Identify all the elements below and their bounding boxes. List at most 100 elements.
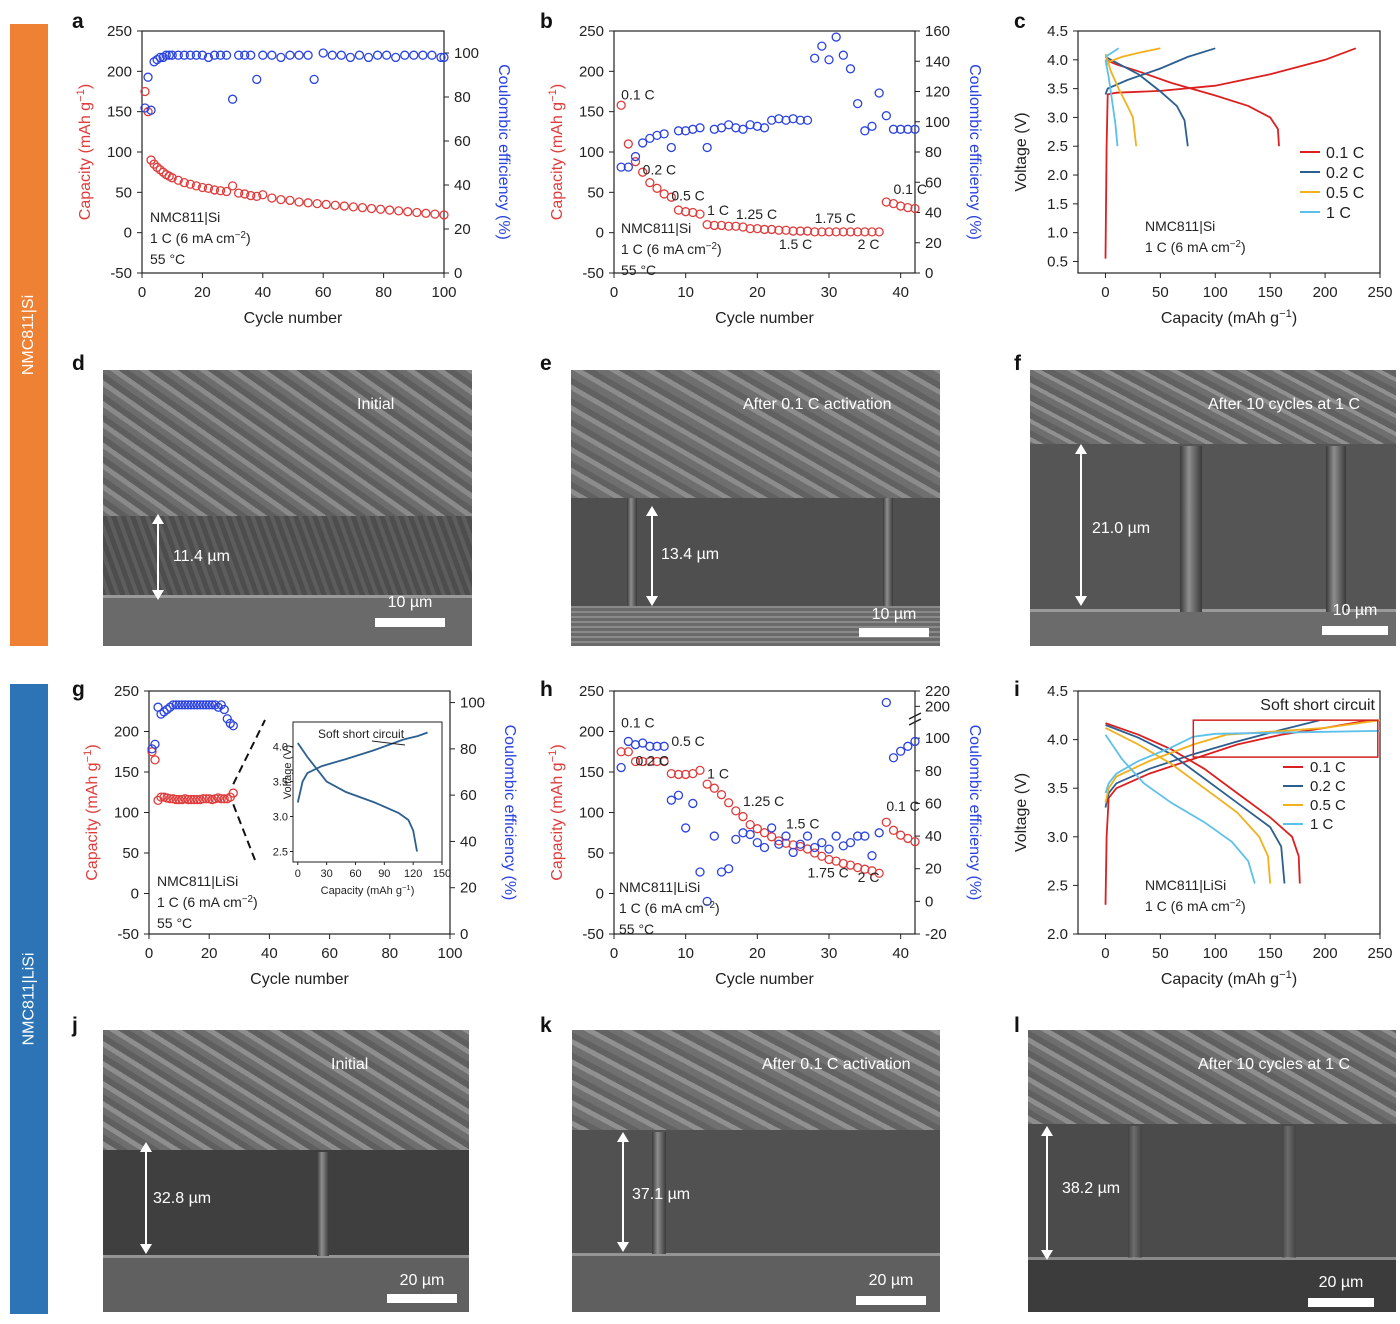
capacity-point xyxy=(276,194,286,205)
capacity-point xyxy=(285,195,295,206)
x-axis-title: Cycle number xyxy=(715,310,814,327)
x-tick-label: 80 xyxy=(381,945,398,962)
x-tick-label: 200 xyxy=(1313,945,1338,962)
y2-axis-title: Coulombic efficiency (%) xyxy=(501,725,518,901)
capacity-point xyxy=(767,832,777,842)
x-tick-label: 150 xyxy=(1258,945,1283,962)
y-tick-label: 250 xyxy=(579,683,604,700)
crack xyxy=(1180,446,1202,612)
y2-tick-label: 0 xyxy=(460,926,468,943)
inset-y-tick-label: 3.5 xyxy=(273,777,288,789)
capacity-point xyxy=(652,756,662,767)
x-tick-label: 0 xyxy=(610,945,618,962)
capacity-point xyxy=(731,806,741,816)
capacity-point xyxy=(216,794,226,804)
x-tick-label: 50 xyxy=(1152,284,1169,301)
panel-label-k: k xyxy=(540,1014,552,1037)
capacity-point xyxy=(375,204,386,214)
scale-bar xyxy=(1308,1298,1374,1307)
y-tick-label: 100 xyxy=(579,805,604,822)
plot-frame xyxy=(1077,690,1381,935)
capacity-point xyxy=(738,811,748,822)
ce-point xyxy=(227,94,238,104)
annotation-text: 55 °C xyxy=(621,262,656,278)
annotation-text: NMC811|Si xyxy=(150,209,220,225)
ce-point xyxy=(215,50,226,60)
ce-point xyxy=(427,50,437,60)
y2-tick-label: 80 xyxy=(925,763,942,780)
ce-point xyxy=(903,741,913,751)
ce-point xyxy=(817,41,827,51)
capacity-point xyxy=(788,226,798,236)
ce-point xyxy=(221,50,232,60)
capacity-point xyxy=(638,756,648,767)
discharge-curve xyxy=(1105,724,1286,884)
capacity-point xyxy=(179,178,189,188)
ce-point xyxy=(910,124,920,134)
y-tick-label: 0 xyxy=(124,225,132,242)
capacity-point xyxy=(171,794,181,805)
plot-frame xyxy=(613,690,916,935)
capacity-point xyxy=(439,210,449,220)
y2-tick-label: 60 xyxy=(454,133,471,150)
inset-charge-curve xyxy=(296,731,428,803)
x-axis-title: Capacity (mAh g−1) xyxy=(1161,308,1297,327)
capacity-point xyxy=(294,197,304,207)
ce-point xyxy=(183,700,193,710)
legend-label: 0.5 C xyxy=(1310,797,1346,814)
ce-point xyxy=(903,124,913,134)
capacity-point xyxy=(384,205,395,215)
sem-caption: Initial xyxy=(357,396,395,413)
ce-point xyxy=(207,700,217,710)
inset-x-tick-label: 60 xyxy=(349,868,361,880)
capacity-point xyxy=(881,817,891,827)
thickness-arrow xyxy=(140,1142,152,1254)
scale-bar-label: 20 µm xyxy=(399,1272,445,1289)
ce-point xyxy=(409,50,419,60)
capacity-point xyxy=(312,198,322,209)
ce-point xyxy=(788,847,798,858)
y2-tick-label: 20 xyxy=(454,221,471,238)
ce-point xyxy=(146,105,156,115)
ce-point xyxy=(195,700,205,710)
ce-point xyxy=(616,762,626,773)
capacity-point xyxy=(189,794,199,805)
capacity-point xyxy=(228,788,238,798)
x-axis-title: Capacity (mAh g−1) xyxy=(1161,969,1297,988)
y-axis-title: Voltage (V) xyxy=(1013,773,1030,852)
ce-point xyxy=(285,50,295,60)
capacity-point xyxy=(394,206,404,216)
capacity-point xyxy=(321,199,331,210)
y-tick-label: 50 xyxy=(122,845,139,862)
ce-point xyxy=(309,74,319,85)
capacity-point xyxy=(191,181,202,191)
capacity-point xyxy=(150,755,160,765)
panel-label-h: h xyxy=(540,678,553,701)
capacity-point xyxy=(155,165,165,175)
x-tick-label: 100 xyxy=(437,945,462,962)
ce-point xyxy=(867,851,877,861)
scale-bar-label: 10 µm xyxy=(1332,602,1378,619)
y2-tick-label: 200 xyxy=(925,698,950,715)
ce-point xyxy=(159,707,169,717)
y-tick-label: 250 xyxy=(107,23,132,40)
ce-point xyxy=(759,123,770,133)
ce-point xyxy=(802,115,813,125)
inset-y-axis-title: Voltage (V) xyxy=(282,745,294,799)
thickness-arrow xyxy=(617,1132,629,1252)
inset-x-axis-title: Capacity (mAh g−1) xyxy=(321,883,415,898)
capacity-point xyxy=(616,747,626,757)
capacity-point xyxy=(192,794,202,805)
y-tick-label: 0.5 xyxy=(1047,253,1068,270)
ce-point xyxy=(204,700,214,710)
capacity-point xyxy=(910,837,920,847)
axis-break xyxy=(908,718,922,726)
annotation-text: NMC811|LiSi xyxy=(157,873,238,889)
capacity-point xyxy=(795,226,805,236)
capacity-point xyxy=(867,227,877,237)
ce-point xyxy=(164,50,174,60)
capacity-point xyxy=(183,794,193,805)
y2-tick-label: 0 xyxy=(925,265,933,282)
ce-point xyxy=(252,74,262,85)
rate-label: 1.75 C xyxy=(808,864,849,880)
